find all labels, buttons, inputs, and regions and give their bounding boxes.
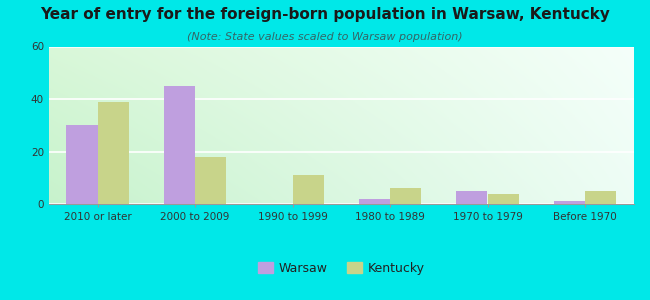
Bar [585,191,616,204]
Bar [554,201,585,204]
Bar [456,191,488,204]
Legend: Warsaw, Kentucky: Warsaw, Kentucky [253,256,430,280]
Bar [390,188,421,204]
Bar [195,157,226,204]
Text: Year of entry for the foreign-born population in Warsaw, Kentucky: Year of entry for the foreign-born popul… [40,8,610,22]
Bar [66,125,98,204]
Bar [164,86,195,204]
Bar [98,102,129,204]
Bar [359,199,390,204]
Bar [488,194,519,204]
Text: (Note: State values scaled to Warsaw population): (Note: State values scaled to Warsaw pop… [187,32,463,41]
Bar [292,175,324,204]
